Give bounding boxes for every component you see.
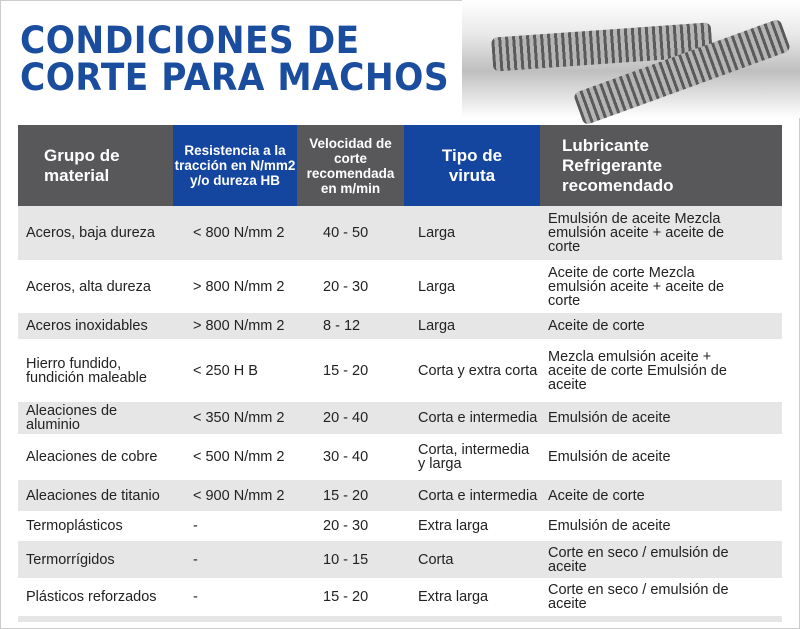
cell-chip-type: Extra larga <box>418 518 489 534</box>
cell-speed: 40 - 50 <box>297 206 404 260</box>
cell-material: Aleaciones de aluminio <box>18 402 173 434</box>
header-speed: Velocidad de corte recomendada en m/min <box>297 125 404 206</box>
cell-resistance: > 800 N/mm 2 <box>173 313 297 339</box>
cell-speed: 15 - 20 <box>297 480 404 511</box>
cell-speed: 8 - 12 <box>297 313 404 339</box>
table-row: Aceros, alta dureza > 800 N/mm 2 20 - 30 La… <box>18 260 782 313</box>
header-material: Grupo de material <box>18 125 173 206</box>
cell-lubricant: Aceite de corte Mezcla emulsión aceite +… <box>548 264 725 309</box>
cell-speed: 15 - 20 <box>323 362 369 379</box>
cell-material: Termoplásticos <box>26 518 123 534</box>
cell-chip-type: Larga <box>404 206 540 260</box>
cell-resistance: < 500 N/mm 2 <box>193 449 285 465</box>
table-row: Aceros, baja dureza < 800 N/mm 2 40 - 50 La… <box>18 206 782 260</box>
cell-speed: 20 - 30 <box>323 278 369 295</box>
cell-material: Aceros, alta dureza <box>26 278 151 295</box>
cell-speed: 20 - 40 <box>297 402 404 434</box>
cell-lubricant: Corte en seco / emulsión de aceite <box>540 541 782 578</box>
taps-photo <box>462 0 800 126</box>
cell-lubricant: Emulsión de aceite Mezcla emulsión aceit… <box>540 206 782 260</box>
cell-resistance: < 350 N/mm 2 <box>173 402 297 434</box>
title-line-1: CONDICIONES DE <box>20 19 360 62</box>
cell-chip-type: Corta e intermedia <box>404 402 540 434</box>
title-line-2: CORTE PARA MACHOS <box>20 56 450 99</box>
cell-material: Hierro fundido, fundición maleable <box>26 355 147 386</box>
cell-material: Aceros inoxidables <box>18 313 173 339</box>
cell-material: Plásticos reforzados <box>26 589 157 605</box>
table-row: Plásticos reforzados - 15 - 20 Extra larga C… <box>18 578 782 616</box>
table-row: Aleaciones de titanio < 900 N/mm 2 15 - 20… <box>18 480 782 511</box>
cell-material: Termorrígidos <box>18 541 173 578</box>
table-row: Aleaciones de aluminio < 350 N/mm 2 20 - 4… <box>18 402 782 434</box>
cell-resistance: - <box>193 589 198 605</box>
cell-speed: 30 - 40 <box>323 449 369 465</box>
header-chip: Tipo de viruta <box>404 125 540 206</box>
cell-lubricant: Aceite de corte <box>540 313 782 339</box>
table-row: Termoplásticos - 20 - 30 Extra larga Emulsió… <box>18 511 782 541</box>
table-row: Termorrígidos -10 - 15 Corta Corte en seco … <box>18 541 782 578</box>
cell-material: Aleaciones de cobre <box>26 449 158 465</box>
cell-chip-type: Extra larga <box>418 589 489 605</box>
cell-resistance: - <box>173 541 297 578</box>
table-row: Hierro fundido, fundición maleable < 250 … <box>18 339 782 402</box>
cell-lubricant: Emulsión de aceite <box>548 518 671 534</box>
cell-lubricant: Emulsión de aceite <box>548 449 671 465</box>
cell-speed: 10 - 15 <box>297 541 404 578</box>
cell-chip-type: Corta <box>404 541 540 578</box>
cell-resistance: > 800 N/mm 2 <box>193 278 285 295</box>
table-row: Aleaciones de cobre < 500 N/mm 2 30 - 40 Co… <box>18 434 782 480</box>
cutting-conditions-table: Grupo de material Resistencia a la tracc… <box>18 125 782 616</box>
cell-chip-type: Corta e intermedia <box>404 480 540 511</box>
cell-resistance: < 800 N/mm 2 <box>173 206 297 260</box>
cell-resistance: < 900 N/mm 2 <box>173 480 297 511</box>
cell-chip-type: Larga <box>418 278 456 295</box>
cell-material: Aceros, baja dureza <box>18 206 173 260</box>
cell-chip-type: Larga <box>404 313 540 339</box>
table-bottom-strip <box>18 616 782 622</box>
cell-material: Aleaciones de titanio <box>18 480 173 511</box>
cell-resistance: < 250 H B <box>193 362 258 379</box>
header-resistance: Resistencia a la tracción en N/mm2 y/o d… <box>173 125 297 206</box>
page-title: CONDICIONES DE CORTE PARA MACHOS <box>20 22 449 96</box>
cell-lubricant: Aceite de corte <box>540 480 782 511</box>
cell-lubricant: Emulsión de aceite <box>540 402 782 434</box>
cell-speed: 20 - 30 <box>323 518 369 534</box>
cell-speed: 15 - 20 <box>323 589 369 605</box>
cell-chip-type: Corta, intermedia y larga <box>418 442 530 472</box>
cell-resistance: - <box>193 518 198 534</box>
cell-chip-type: Corta y extra corta <box>418 362 538 379</box>
cell-lubricant: Mezcla emulsión aceite + aceite de corte… <box>548 348 727 393</box>
cell-lubricant: Corte en seco / emulsión de aceite <box>548 582 729 612</box>
header-lubricant: Lubricante Refrigerante recomendado <box>540 125 782 206</box>
